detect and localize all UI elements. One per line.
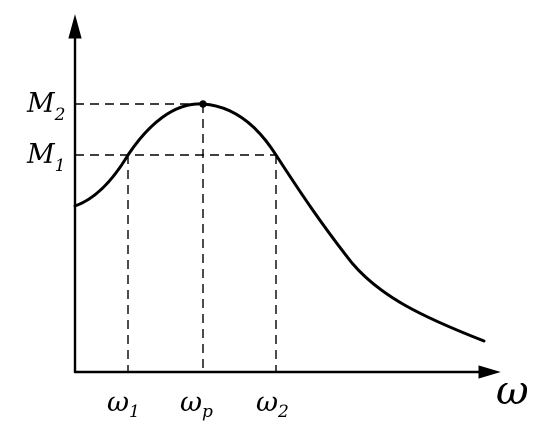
response-curve [73, 102, 486, 343]
m2-label: M2 [26, 88, 65, 125]
y-axis-arrow [68, 14, 82, 39]
m1-label: M1 [26, 139, 65, 176]
w1-label: ω1 [107, 387, 140, 422]
w2-label: ω2 [256, 387, 289, 422]
x-axis-label: ω [496, 368, 529, 414]
x-axis-arrow [478, 365, 501, 379]
wp-label: ωp [180, 387, 213, 422]
